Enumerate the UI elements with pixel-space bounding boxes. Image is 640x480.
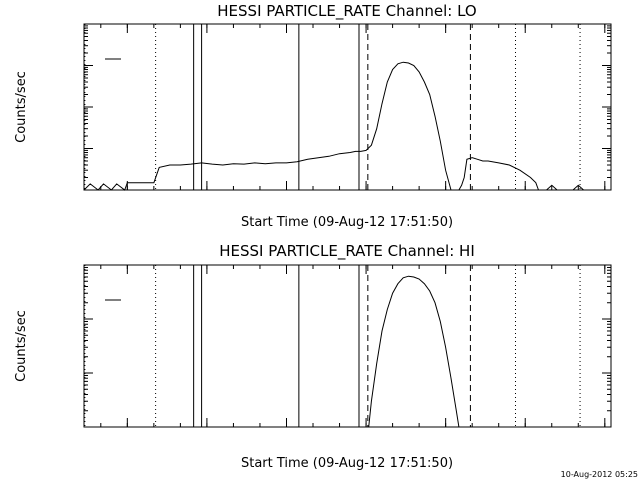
hi-plot-frame — [83, 264, 612, 428]
hi-chart-title: HESSI PARTICLE_RATE Channel: HI — [219, 242, 475, 261]
hi-x-axis-label: Start Time (09-Aug-12 17:51:50) — [241, 456, 453, 471]
lo-series-line — [83, 61, 611, 191]
lo-channel-panel: HESSI PARTICLE_RATE Channel: LO Counts/s… — [14, 2, 612, 230]
hi-series-line — [368, 275, 460, 428]
hi-y-axis-label: Counts/sec — [14, 310, 29, 382]
lo-y-axis-label: Counts/sec — [14, 71, 29, 143]
lo-plot-frame — [83, 23, 612, 191]
hi-channel-panel: HESSI PARTICLE_RATE Channel: HI Counts/s… — [14, 242, 612, 471]
footer-timestamp: 10-Aug-2012 05:25 — [561, 470, 638, 479]
lo-x-axis-label: Start Time (09-Aug-12 17:51:50) — [241, 215, 453, 230]
lo-chart-title: HESSI PARTICLE_RATE Channel: LO — [217, 2, 476, 21]
